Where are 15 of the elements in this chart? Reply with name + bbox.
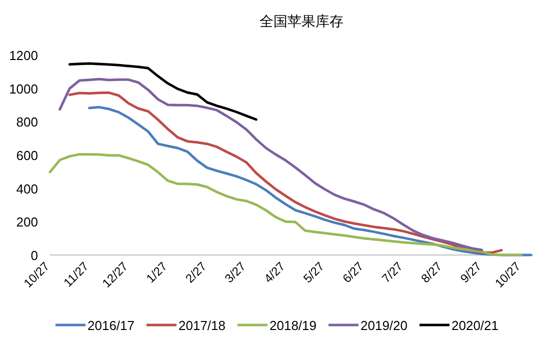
line-series	[48, 153, 522, 256]
legend-label: 2019/20	[360, 318, 408, 333]
legend-label: 2016/17	[88, 318, 134, 333]
y-tick-label: 0	[30, 248, 38, 263]
legend-label: 2018/19	[270, 318, 316, 333]
y-tick-label: 800	[16, 114, 38, 130]
y-tick-label: 600	[16, 148, 38, 163]
chart-title: 全国苹果库存	[260, 14, 344, 30]
legend-label: 2017/18	[178, 318, 226, 333]
y-tick-label: 1200	[9, 48, 38, 63]
y-tick-label: 200	[16, 214, 38, 230]
y-tick-label: 1000	[9, 81, 38, 96]
line-series	[68, 62, 258, 121]
legend-label: 2020/21	[452, 318, 498, 333]
y-tick-label: 400	[16, 181, 38, 196]
